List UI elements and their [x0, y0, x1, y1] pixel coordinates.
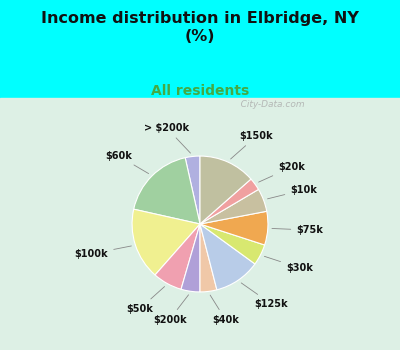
Text: $200k: $200k [153, 295, 188, 324]
Text: All residents: All residents [151, 84, 249, 98]
Text: Income distribution in Elbridge, NY
(%): Income distribution in Elbridge, NY (%) [41, 10, 359, 44]
Wedge shape [200, 179, 258, 224]
Wedge shape [134, 158, 200, 224]
Wedge shape [200, 224, 255, 290]
Text: $100k: $100k [75, 246, 131, 259]
Wedge shape [200, 211, 268, 245]
Wedge shape [181, 224, 200, 292]
Wedge shape [155, 224, 200, 289]
Text: $150k: $150k [230, 131, 273, 159]
Text: $75k: $75k [272, 225, 323, 235]
Text: $125k: $125k [241, 283, 288, 309]
Wedge shape [200, 224, 265, 264]
Text: City-Data.com: City-Data.com [232, 100, 305, 109]
Wedge shape [200, 189, 267, 224]
Text: $40k: $40k [210, 295, 239, 325]
Wedge shape [185, 156, 200, 224]
Text: > $200k: > $200k [144, 123, 190, 153]
Wedge shape [200, 224, 217, 292]
Text: $10k: $10k [268, 185, 317, 199]
Text: $20k: $20k [258, 162, 305, 182]
Wedge shape [132, 209, 200, 275]
Text: $30k: $30k [264, 256, 313, 273]
Wedge shape [200, 156, 251, 224]
Text: $60k: $60k [105, 151, 149, 174]
Text: $50k: $50k [127, 287, 164, 314]
